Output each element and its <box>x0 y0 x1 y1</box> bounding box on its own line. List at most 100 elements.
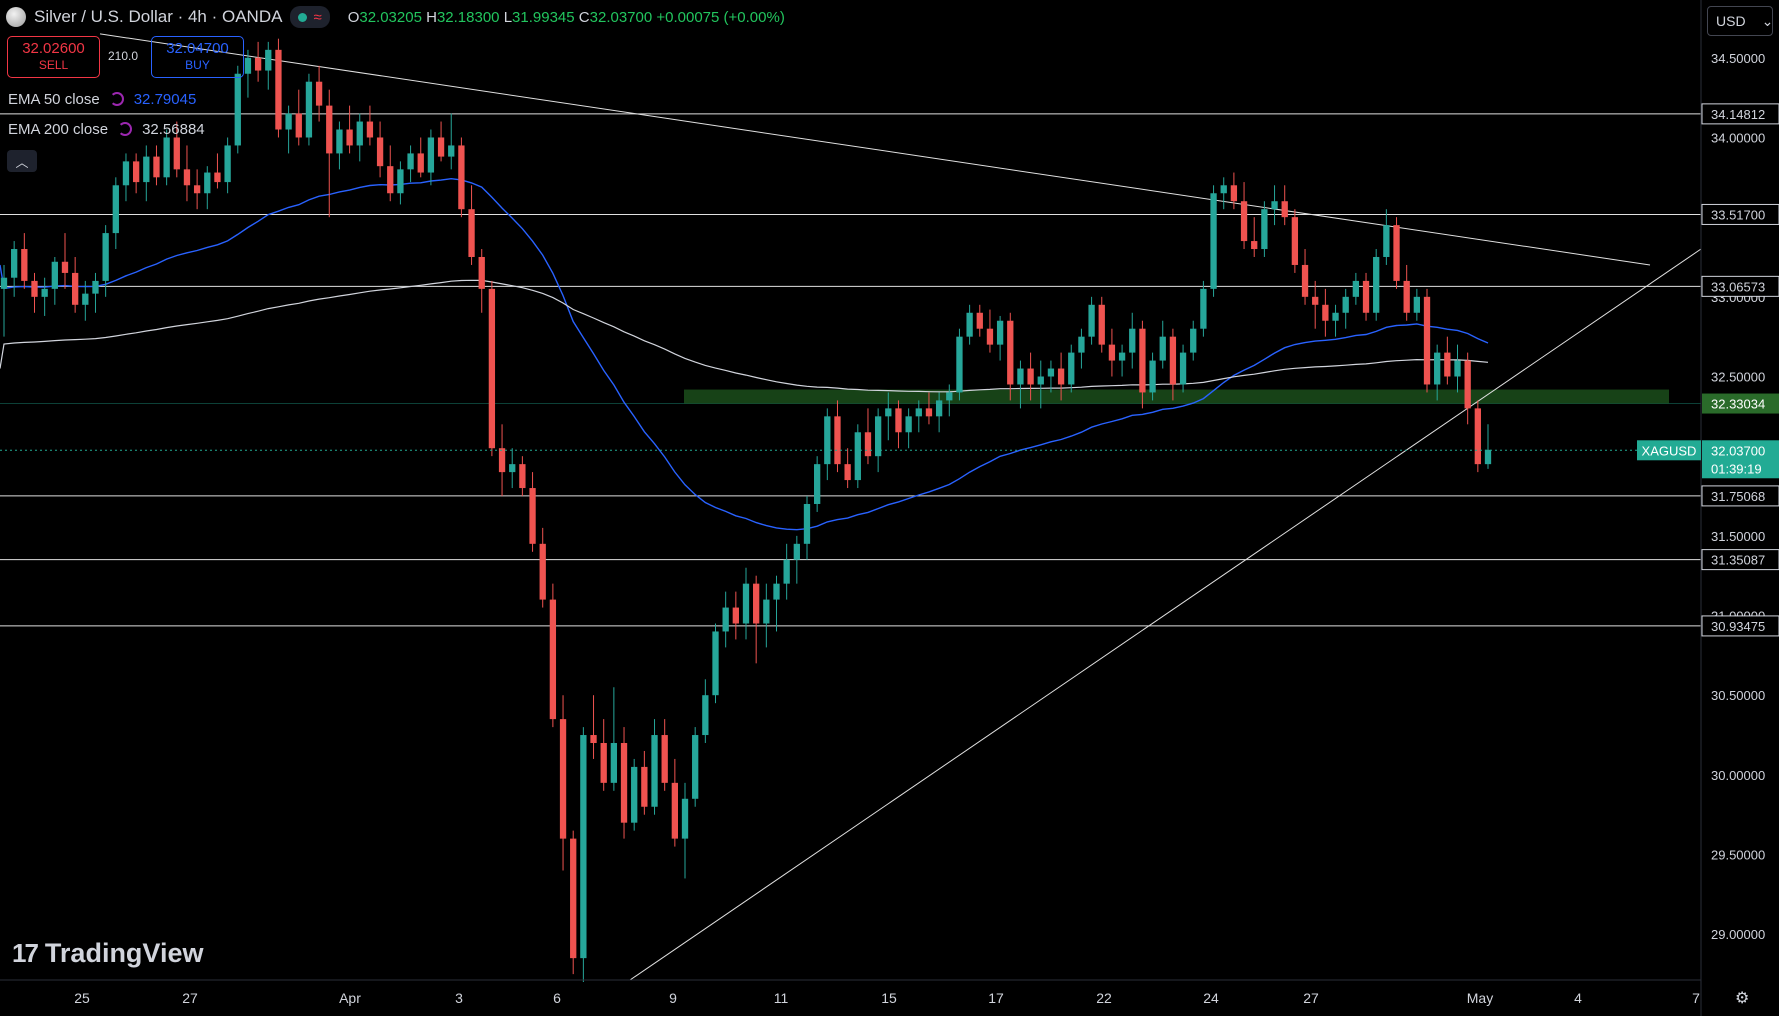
price-tick-label: 29.50000 <box>1711 848 1765 863</box>
candle-body <box>976 312 983 329</box>
candle-body <box>417 153 424 173</box>
candle-body <box>458 145 465 210</box>
low-value: 31.99345 <box>512 8 575 26</box>
candle-body <box>92 280 99 294</box>
candle-body <box>1322 304 1329 321</box>
indicator-ema200[interactable]: EMA 200 close 32.56884 <box>8 118 205 140</box>
bar-countdown: 01:39:19 <box>1711 461 1762 476</box>
settings-gear-icon[interactable]: ⚙ <box>1735 990 1750 1007</box>
indicator-ema200-name: EMA 200 close <box>8 120 109 138</box>
candle-body <box>224 145 231 183</box>
candle-body <box>702 695 709 736</box>
candle-body <box>824 416 831 465</box>
brand-name: TradingView <box>44 938 204 968</box>
candle-body <box>1464 360 1471 409</box>
price-tick-label: 32.50000 <box>1711 370 1765 385</box>
candle-body <box>1057 368 1065 385</box>
level-tag-label: 31.35087 <box>1711 553 1765 568</box>
time-tick-label: 17 <box>988 990 1004 1006</box>
candle-body <box>1393 225 1400 281</box>
price-tick-label: 29.00000 <box>1711 927 1765 942</box>
candle-body <box>946 392 953 401</box>
candle-body <box>153 156 160 178</box>
candle-body <box>346 129 353 146</box>
candle-body <box>71 272 79 305</box>
candle-body <box>1037 376 1044 385</box>
level-tag-label: 34.14812 <box>1711 107 1765 122</box>
candle-body <box>204 172 211 194</box>
trendline-descending[interactable] <box>99 33 1651 266</box>
candle-body <box>1098 304 1105 345</box>
price-tick-label: 34.00000 <box>1711 130 1765 145</box>
last-price-box <box>1702 440 1779 479</box>
candle-body <box>783 559 790 584</box>
candle-body <box>1403 280 1410 313</box>
loading-icon <box>109 92 124 106</box>
price-tick-label: 34.50000 <box>1711 51 1765 66</box>
candle-body <box>21 249 28 281</box>
buy-button[interactable]: 32.04700 BUY <box>151 36 244 78</box>
time-axis[interactable]: 25 27 Apr 3 6 9 11 15 17 22 24 27 May 4 7 <box>74 990 1700 1006</box>
candle-body <box>559 719 567 839</box>
buy-label: BUY <box>185 58 210 72</box>
candle-body <box>996 320 1004 345</box>
candle-body <box>803 503 811 544</box>
candle-body <box>305 81 313 138</box>
candle-body <box>61 261 69 273</box>
candle-body <box>1271 201 1278 210</box>
candle-body <box>935 400 943 417</box>
indicator-ema50-value: 32.79045 <box>133 90 197 108</box>
status-pill[interactable]: ≈ <box>290 6 330 28</box>
candle-body <box>1220 185 1227 194</box>
candle-body <box>1454 360 1461 377</box>
candle-body <box>234 73 241 146</box>
candle-body <box>1007 320 1014 385</box>
currency-select[interactable]: USD ⌄ <box>1707 6 1773 36</box>
time-tick-label: 3 <box>455 990 463 1006</box>
candle-body <box>661 735 668 783</box>
candle-body <box>1291 217 1299 265</box>
candle-body <box>387 166 394 194</box>
candle-body <box>275 49 282 130</box>
indicator-ema50[interactable]: EMA 50 close 32.79045 <box>8 88 196 110</box>
last-price-tag: XAGUSD 32.03700 01:39:19 <box>1637 440 1779 479</box>
candle-body <box>570 838 577 959</box>
candle-body <box>1210 193 1217 289</box>
candle-body <box>265 49 272 71</box>
candle-body <box>376 137 384 167</box>
candle-body <box>834 416 841 465</box>
candle-body <box>966 312 973 337</box>
candle-body <box>956 336 963 393</box>
ema200-line <box>0 279 1489 393</box>
candle-body <box>1251 241 1258 250</box>
candle-body <box>763 599 770 624</box>
candle-body <box>590 735 597 744</box>
trendline-ascending[interactable] <box>629 248 1702 981</box>
last-price-value: 32.03700 <box>1711 443 1765 458</box>
level-price-tags: 34.14812 33.51700 33.06573 31.75068 31.35087… <box>1701 103 1779 637</box>
candle-body <box>498 448 506 473</box>
sell-button[interactable]: 32.02600 SELL <box>7 36 100 78</box>
candle-body <box>1200 288 1207 329</box>
symbol-title[interactable]: Silver / U.S. Dollar · 4h · OANDA <box>34 7 283 26</box>
candle-body <box>885 408 892 417</box>
candle-body <box>163 137 170 178</box>
zone-tag-box <box>1702 393 1779 414</box>
candle-body <box>1352 280 1360 297</box>
time-tick-label: 24 <box>1203 990 1219 1006</box>
price-tick-label: 30.50000 <box>1711 688 1765 703</box>
candle-body <box>143 156 150 183</box>
level-tag-label: 31.75068 <box>1711 489 1765 504</box>
time-tick-label: 15 <box>881 990 897 1006</box>
indicator-ema50-name: EMA 50 close <box>8 90 100 108</box>
candle-body <box>1068 352 1075 385</box>
candle-body <box>681 798 689 839</box>
candle-body <box>448 145 455 157</box>
time-tick-label: 6 <box>553 990 561 1006</box>
level-tag-box <box>1701 103 1779 125</box>
candle-body <box>1444 352 1451 377</box>
candle-body <box>183 169 191 186</box>
candle-body <box>1484 449 1492 465</box>
collapse-legend-button[interactable]: ︿ <box>7 150 37 172</box>
